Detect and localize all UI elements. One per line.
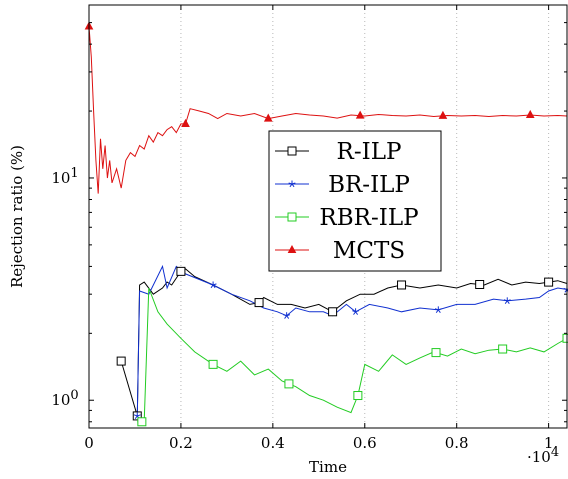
marker-br-ilp — [435, 306, 442, 312]
legend: R-ILP BR-ILP RBR-ILP MCTS — [269, 131, 441, 271]
marker-r-ilp — [398, 281, 406, 289]
marker-rbr-ilp — [354, 392, 362, 400]
x-multiplier-base: ·10 — [527, 448, 551, 466]
marker-mcts — [357, 112, 364, 119]
marker-br-ilp — [210, 281, 217, 287]
y-tick-label-exponent: 0 — [70, 388, 78, 403]
x-tick-label: 0 — [84, 434, 94, 452]
x-tick-label: 0.2 — [169, 434, 193, 452]
marker-rbr-ilp — [432, 349, 440, 357]
marker-r-ilp — [177, 267, 185, 275]
x-axis-multiplier: ·104 — [527, 445, 559, 466]
marker-mcts — [182, 120, 189, 127]
y-tick-label-exponent: 1 — [70, 166, 78, 181]
y-tick-label: 100 — [51, 388, 78, 409]
series-line-br-ilp — [137, 266, 567, 416]
legend-label-br-ilp: BR-ILP — [328, 172, 410, 198]
y-tick-label-base: 10 — [51, 169, 70, 187]
legend-marker-r-ilp — [288, 147, 296, 155]
x-tick-label: 0.8 — [445, 434, 469, 452]
marker-rbr-ilp — [209, 360, 217, 368]
y-tick-label: 101 — [51, 166, 78, 187]
series-line-rbr-ilp — [137, 288, 567, 422]
y-axis-label: Rejection ratio (%) — [8, 145, 26, 288]
marker-r-ilp — [545, 278, 553, 286]
legend-label-r-ilp: R-ILP — [337, 139, 402, 165]
x-axis-label: Time — [309, 458, 347, 476]
legend-label-rbr-ilp: RBR-ILP — [319, 205, 418, 231]
marker-rbr-ilp — [499, 345, 507, 353]
x-tick-label: 0.4 — [261, 434, 285, 452]
marker-br-ilp — [352, 308, 359, 314]
y-tick-label-base: 10 — [51, 391, 70, 409]
marker-mcts — [527, 111, 534, 118]
marker-br-ilp — [504, 297, 511, 303]
marker-rbr-ilp — [285, 380, 293, 388]
marker-r-ilp — [476, 280, 484, 288]
x-tick-label: 0.6 — [353, 434, 377, 452]
marker-r-ilp — [255, 299, 263, 307]
marker-mcts — [439, 112, 446, 119]
series-line-r-ilp — [121, 269, 567, 416]
legend-label-mcts: MCTS — [333, 238, 405, 264]
marker-r-ilp — [117, 357, 125, 365]
x-multiplier-exponent: 4 — [551, 445, 559, 460]
legend-marker-rbr-ilp — [288, 213, 296, 221]
marker-r-ilp — [329, 308, 337, 316]
marker-rbr-ilp — [138, 418, 146, 426]
